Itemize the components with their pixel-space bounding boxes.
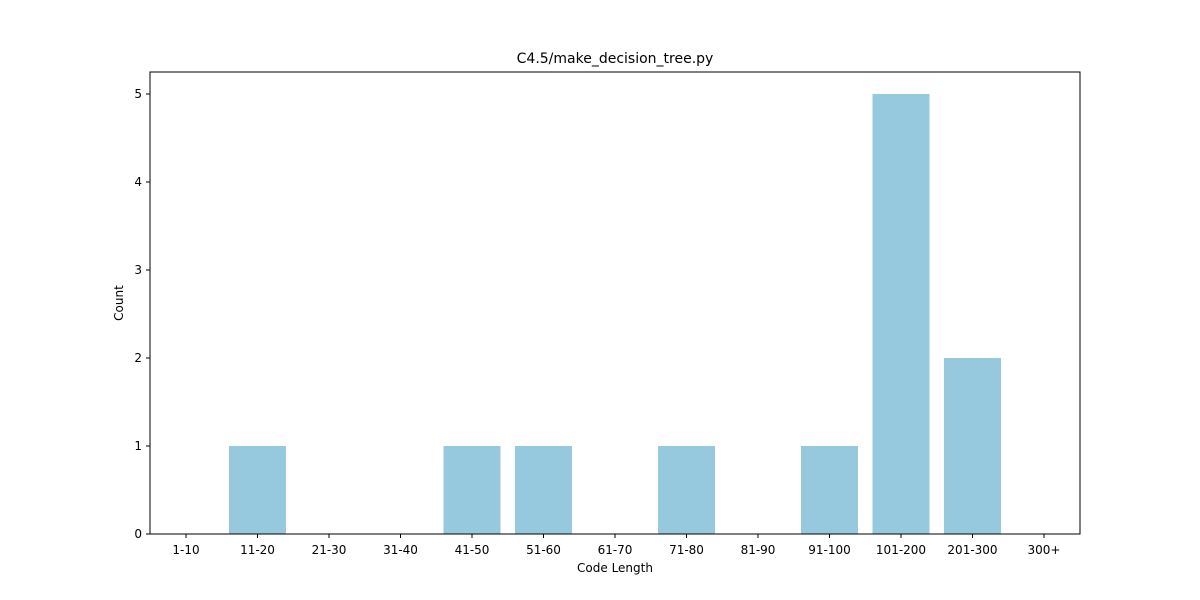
y-tick-label: 3: [134, 263, 142, 277]
bar-101-200: [872, 94, 930, 534]
x-tick-label: 51-60: [526, 543, 561, 557]
x-tick-label: 31-40: [383, 543, 418, 557]
x-tick-label: 61-70: [598, 543, 633, 557]
y-tick-label: 1: [134, 439, 142, 453]
x-axis: 1-10 11-20 21-30 31-40 41-50 51-60 61-70 71-80 8…: [172, 534, 1060, 557]
y-tick-label: 2: [134, 351, 142, 365]
y-tick-label: 0: [134, 527, 142, 541]
x-tick-label: 91-100: [808, 543, 851, 557]
y-tick-label: 5: [134, 87, 142, 101]
bar-51-60: [515, 446, 572, 534]
y-axis-label: Count: [112, 285, 126, 321]
x-tick-label: 101-200: [876, 543, 926, 557]
bar-71-80: [658, 446, 715, 534]
y-tick-label: 4: [134, 175, 142, 189]
chart-title: C4.5/make_decision_tree.py: [517, 51, 714, 67]
bar-91-100: [801, 446, 858, 534]
bar-41-50: [443, 446, 501, 534]
x-tick-label: 11-20: [240, 543, 275, 557]
bars-group: [229, 94, 1001, 534]
x-tick-label: 41-50: [455, 543, 490, 557]
bar-11-20: [229, 446, 286, 534]
x-tick-label: 21-30: [312, 543, 347, 557]
y-axis: 0 1 2 3 4 5: [134, 87, 150, 541]
x-tick-label: 81-90: [741, 543, 776, 557]
bar-201-300: [944, 358, 1001, 534]
x-axis-label: Code Length: [577, 561, 653, 575]
x-tick-label: 71-80: [669, 543, 704, 557]
x-tick-label: 201-300: [947, 543, 997, 557]
x-tick-label: 1-10: [172, 543, 199, 557]
x-tick-label: 300+: [1028, 543, 1061, 557]
